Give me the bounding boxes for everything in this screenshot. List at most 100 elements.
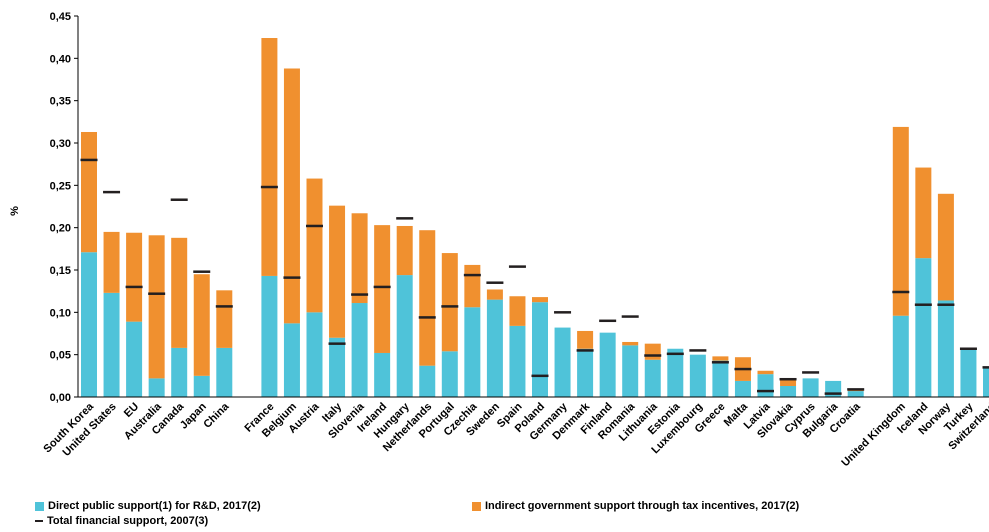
bar-direct xyxy=(216,347,233,397)
bar-direct xyxy=(757,374,774,397)
bar-indirect xyxy=(712,356,729,361)
bar-direct xyxy=(193,375,210,397)
bars xyxy=(81,38,989,397)
bar-direct xyxy=(644,359,661,397)
marker-total-2007 xyxy=(170,198,188,201)
bar-indirect xyxy=(81,131,97,253)
bar-indirect xyxy=(374,225,391,353)
x-tick-label: Japan xyxy=(178,400,209,431)
y-axis-label: % xyxy=(9,206,21,216)
markers-2007 xyxy=(80,158,989,395)
marker-total-2007 xyxy=(892,290,910,294)
bar-direct xyxy=(103,292,120,397)
bar-indirect xyxy=(644,343,661,360)
marker-total-2007 xyxy=(666,352,684,356)
y-tick-label: 0,15 xyxy=(50,265,71,277)
bar-direct xyxy=(599,332,616,397)
bar-direct xyxy=(486,299,503,397)
bar-direct xyxy=(983,367,989,397)
bar-indirect xyxy=(486,289,503,300)
marker-total-2007 xyxy=(283,276,301,279)
bar-direct xyxy=(171,347,188,397)
bar-indirect xyxy=(126,232,143,322)
bar-indirect xyxy=(622,341,639,346)
bar-direct xyxy=(126,321,143,397)
bar-indirect xyxy=(306,178,323,313)
bar-direct xyxy=(148,378,165,397)
marker-total-2007 xyxy=(554,311,572,314)
bar-direct xyxy=(554,327,571,397)
bar-direct xyxy=(712,360,729,397)
bar-direct xyxy=(667,348,684,397)
legend-item-indirect: Indirect government support through tax … xyxy=(472,500,799,512)
marker-total-2007 xyxy=(328,342,346,345)
y-tick-label: 0,35 xyxy=(50,96,71,108)
marker-total-2007 xyxy=(396,217,414,220)
bar-direct xyxy=(441,351,458,397)
bar-indirect xyxy=(757,370,774,375)
bar-indirect xyxy=(171,237,188,348)
bar-direct xyxy=(283,323,300,397)
bar-indirect xyxy=(351,213,368,304)
marker-total-2007 xyxy=(351,293,369,296)
marker-total-2007 xyxy=(125,285,143,289)
marker-total-2007 xyxy=(599,319,617,323)
bar-indirect xyxy=(329,205,346,338)
bar-indirect xyxy=(915,167,932,259)
legend-label-indirect: Indirect government support through tax … xyxy=(485,500,800,512)
bar-direct xyxy=(577,348,594,397)
marker-total-2007 xyxy=(531,374,549,378)
bar-indirect xyxy=(216,290,233,348)
bar-indirect xyxy=(419,230,436,366)
marker-total-2007 xyxy=(689,349,707,352)
bar-direct xyxy=(532,302,548,397)
marker-total-2007 xyxy=(757,389,774,393)
marker-total-2007 xyxy=(215,305,233,308)
bar-direct xyxy=(464,307,481,397)
legend-item-direct: Direct public support(1) for R&D, 2017(2… xyxy=(35,500,261,512)
y-tick-label: 0,20 xyxy=(50,223,71,235)
bar-direct xyxy=(847,391,864,397)
marker-total-2007 xyxy=(193,270,211,273)
marker-total-2007 xyxy=(959,347,977,350)
y-tick-label: 0,00 xyxy=(50,392,71,404)
bar-indirect xyxy=(103,231,120,293)
bar-indirect xyxy=(937,193,954,301)
marker-total-2007 xyxy=(914,303,932,306)
bar-direct xyxy=(351,303,368,397)
bar-direct xyxy=(622,345,639,397)
legend-swatch-indirect xyxy=(472,501,481,511)
marker-total-2007 xyxy=(734,367,752,371)
marker-total-2007 xyxy=(982,366,989,369)
bar-indirect xyxy=(509,296,526,326)
marker-total-2007 xyxy=(824,392,842,395)
bar-indirect xyxy=(780,379,797,386)
bar-direct xyxy=(780,385,797,397)
bar-direct xyxy=(81,252,97,397)
bar-indirect xyxy=(193,274,210,376)
bar-indirect xyxy=(283,68,300,324)
y-tick-label: 0,40 xyxy=(50,53,71,65)
marker-total-2007 xyxy=(441,305,459,308)
bar-indirect xyxy=(892,126,909,316)
x-tick-label: China xyxy=(201,400,232,431)
bar-direct xyxy=(374,352,391,397)
marker-total-2007 xyxy=(260,185,278,189)
marker-total-2007 xyxy=(486,281,504,284)
marker-total-2007 xyxy=(847,388,865,391)
bar-indirect xyxy=(464,264,481,308)
marker-total-2007 xyxy=(802,371,820,374)
bar-direct xyxy=(509,325,526,397)
y-tick-label: 0,05 xyxy=(50,350,71,362)
marker-total-2007 xyxy=(103,190,121,194)
bar-direct xyxy=(734,380,751,397)
bar-indirect xyxy=(396,225,413,276)
legend-label-direct: Direct public support(1) for R&D, 2017(2… xyxy=(48,500,261,512)
bar-direct xyxy=(960,349,977,397)
bar-indirect xyxy=(261,38,278,276)
marker-total-2007 xyxy=(644,354,662,357)
marker-total-2007 xyxy=(80,158,98,162)
bar-direct xyxy=(892,315,909,397)
